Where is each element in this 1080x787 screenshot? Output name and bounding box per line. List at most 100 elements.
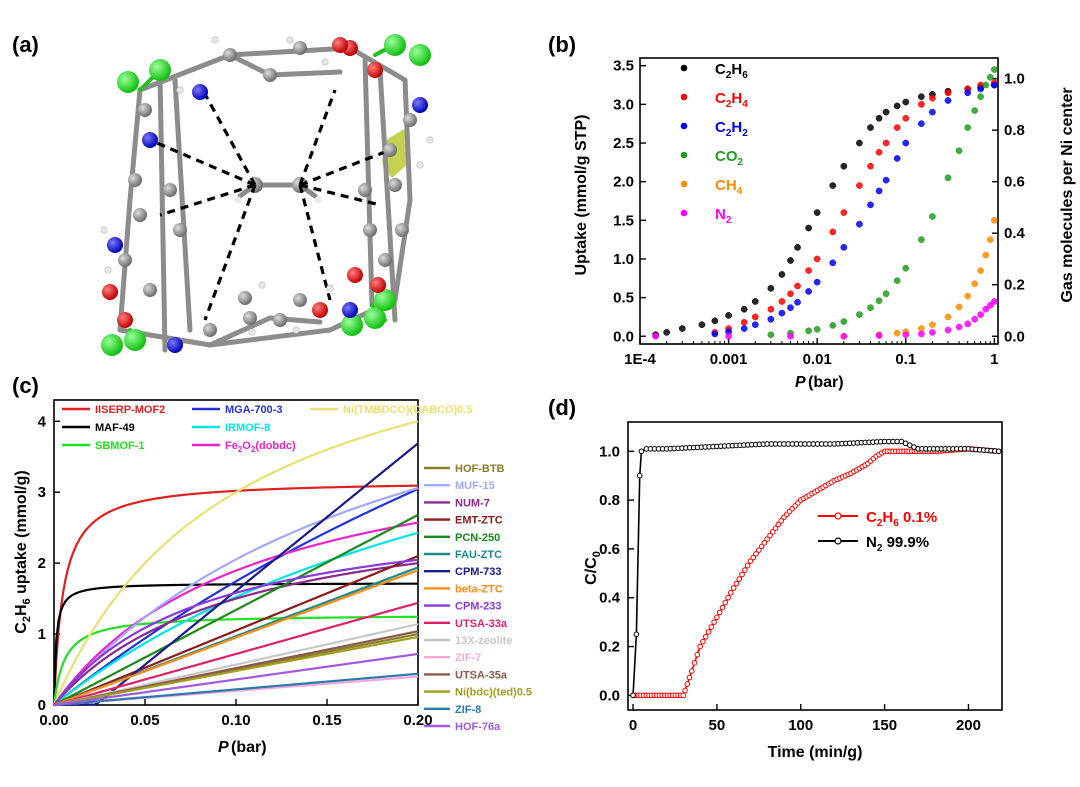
data-point: [875, 187, 883, 195]
y2-tick-label: 0.6: [1004, 174, 1025, 191]
data-point: [769, 529, 776, 535]
y-tick-label: 0.0: [599, 687, 620, 704]
data-point: [663, 329, 671, 336]
series-line-iiserp-mof2: [52, 484, 419, 706]
data-markers: [652, 66, 998, 340]
series-line-13x-zeolite: [53, 623, 419, 707]
data-point: [794, 282, 801, 290]
x-tick-label: 0: [629, 717, 637, 734]
nitrogen-atom: [142, 132, 158, 148]
y-tick-label: 0: [38, 697, 46, 714]
data-point: [856, 311, 863, 318]
x-tick-label: 0.15: [312, 712, 341, 729]
y2-tick-label: 0.8: [1004, 122, 1025, 139]
y-axis-title: C2H6 uptake (mmol/g): [13, 470, 33, 633]
data-point: [986, 73, 994, 81]
hydrogen-atom: [321, 58, 329, 66]
data-point: [747, 558, 754, 564]
legend-label: PCN-250: [455, 532, 500, 544]
x-tick-label: 0.20: [403, 712, 432, 729]
data-point: [902, 264, 910, 272]
legend-marker: [680, 151, 688, 159]
legend: C2H6 C2H4 C2H2 CO2 CH4 N2: [680, 61, 748, 226]
x-tick-label: 0.01: [803, 351, 832, 368]
legend-label: Ni(TMBDCO)(DABCO)0.5: [343, 404, 473, 416]
x-axis-unit: (bar): [231, 739, 267, 756]
data-point: [893, 102, 901, 110]
plot-frame: [627, 421, 1003, 711]
hydrogen-atom: [176, 86, 184, 94]
data-point: [840, 162, 848, 170]
legend-marker: [680, 209, 688, 217]
legend-label: Fe2O2(dobdc): [225, 440, 296, 454]
data-point: [778, 298, 786, 305]
data-point: [867, 304, 874, 312]
legend-label: beta-ZTC: [455, 583, 503, 595]
molecular-structure-illustration: [100, 34, 434, 356]
nickel-atom: [341, 314, 363, 336]
plot-frame: [639, 57, 999, 345]
data-point: [719, 604, 726, 611]
data-point: [736, 576, 743, 582]
data-point: [944, 174, 952, 182]
nickel-atom: [117, 71, 139, 93]
series-line-pcn-250: [53, 513, 419, 706]
data-point: [805, 288, 812, 295]
data-point: [714, 614, 720, 621]
y-tick-label: 1.0: [613, 251, 634, 268]
legend-marker: [680, 180, 688, 188]
nickel-atom: [374, 289, 396, 311]
hydrogen-atom: [211, 36, 219, 44]
series-line-sbmof-1: [52, 615, 419, 706]
uptake-isotherm-chart: 1E-4 0.001 0.01 0.1 1 0.0 0.5 1.0 1.5 2.0 2.5 3.0 3.…: [573, 57, 1076, 391]
y-tick-label: 0.4: [599, 590, 621, 607]
data-point: [708, 624, 715, 630]
carbon-atom: [203, 323, 217, 337]
data-point: [740, 319, 748, 326]
carbon-atom: [293, 293, 307, 307]
bond: [227, 45, 353, 58]
data-point: [680, 692, 687, 699]
data-point: [711, 330, 719, 338]
data-point: [990, 66, 998, 73]
series-line-num-7: [53, 562, 419, 706]
data-lines: [630, 438, 1002, 699]
bond: [172, 77, 193, 333]
data-point: [990, 81, 998, 89]
data-point: [840, 332, 848, 340]
data-point: [764, 536, 771, 542]
data-point: [725, 594, 731, 601]
x-tick-label: 200: [956, 717, 981, 734]
legend-marker: [680, 93, 688, 101]
data-point: [882, 108, 890, 116]
bond: [362, 57, 375, 308]
data-point: [787, 257, 794, 264]
data-point: [840, 209, 848, 216]
data-point: [829, 182, 837, 189]
series-line-cpm-233: [53, 558, 419, 706]
legend-label: MUF-15: [455, 480, 495, 492]
legend-marker: [834, 537, 842, 545]
nickel-atom: [409, 44, 431, 66]
data-point: [813, 209, 821, 216]
data-point: [875, 148, 883, 156]
data-point: [867, 162, 874, 170]
carbon-atom: [143, 283, 157, 297]
legend-marker: [680, 122, 688, 130]
data-point: [893, 124, 901, 131]
data-point: [767, 532, 773, 539]
data-point: [902, 331, 910, 339]
hydrogen-atom: [248, 328, 256, 336]
y-tick-label: 0.5: [613, 290, 634, 307]
c2h6-uptake-comparison-chart: 0.00 0.05 0.10 0.15 0.20 0 1 2 3 4 IISERP-MOF2 MAF…: [13, 399, 532, 756]
y-tick-label: 3.5: [613, 58, 634, 75]
x-axis-unit: (bar): [808, 374, 844, 391]
legend-label: N2: [715, 206, 732, 226]
legend-label: MAF-49: [95, 422, 135, 434]
y-tick-label: 2: [38, 555, 46, 572]
carbon-atom: [223, 48, 237, 62]
legend-label: FAU-ZTC: [455, 549, 502, 561]
data-point: [638, 448, 645, 455]
data-point: [964, 89, 972, 97]
